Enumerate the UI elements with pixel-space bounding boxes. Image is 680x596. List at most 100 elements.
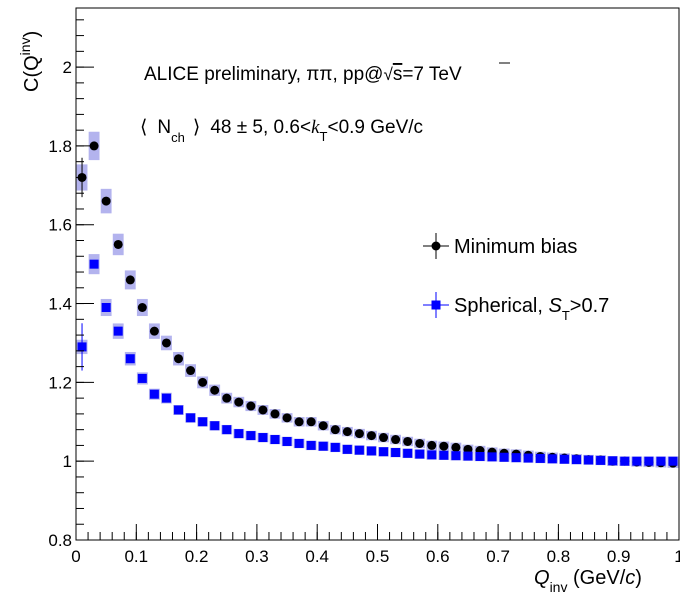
point-min-bias [137,302,147,312]
point-min-bias [354,429,364,439]
point-spherical [174,405,184,415]
data-points [77,141,678,468]
y-tick-label: 1 [63,452,72,471]
point-spherical [487,452,497,462]
point-spherical [644,456,654,466]
x-tick-label: 0.4 [305,547,329,566]
x-tick-label: 0.8 [547,547,571,566]
point-min-bias [427,440,437,450]
legend-marker-min-bias [423,233,449,259]
point-min-bias [113,239,123,249]
point-spherical [342,444,352,454]
point-min-bias [234,397,244,407]
x-tick-label: 0.5 [366,547,390,566]
y-tick-label: 1.8 [48,137,72,156]
point-min-bias [415,438,425,448]
x-tick-label: 0.3 [245,547,269,566]
point-min-bias [366,431,376,441]
point-spherical [222,425,232,435]
point-spherical [306,440,316,450]
x-tick-label: 0 [71,547,80,566]
point-min-bias [282,413,292,423]
point-spherical [511,453,521,463]
point-spherical [427,450,437,460]
point-spherical [246,431,256,441]
point-spherical [234,429,244,439]
point-spherical [354,445,364,455]
point-spherical [113,326,123,336]
point-spherical [596,455,606,465]
y-tick-label: 1.2 [48,373,72,392]
point-spherical [137,373,147,383]
point-spherical [282,436,292,446]
point-spherical [451,451,461,461]
annotation-line1: ALICE preliminary, ππ, pp@√s=7 TeV [144,64,462,85]
point-spherical [318,441,328,451]
point-spherical [463,451,473,461]
point-spherical [149,389,159,399]
point-min-bias [391,435,401,445]
point-spherical [475,451,485,461]
annotation-line2: ⟨ Nch ⟩ 48 ± 5, 0.6<kT<0.9 GeV/c [140,117,423,145]
x-tick-label: 0.7 [486,547,510,566]
point-min-bias [270,409,280,419]
point-spherical [523,453,533,463]
point-min-bias [210,385,220,395]
y-tick-label: 0.8 [48,531,72,550]
point-spherical [547,454,557,464]
y-tick-label: 1.4 [48,295,72,314]
point-min-bias [379,433,389,443]
point-min-bias [89,141,99,151]
point-spherical [571,455,581,465]
point-min-bias [330,425,340,435]
point-spherical [656,456,666,466]
point-min-bias [125,275,135,285]
point-spherical [89,259,99,269]
point-spherical [210,421,220,431]
point-min-bias [451,442,461,452]
legend-label-min-bias: Minimum bias [454,236,577,258]
point-spherical [186,413,196,423]
point-spherical [77,342,87,352]
point-spherical [584,455,594,465]
point-min-bias [246,401,256,411]
point-min-bias [198,377,208,387]
point-spherical [270,435,280,445]
point-spherical [125,354,135,364]
point-min-bias [342,427,352,437]
point-min-bias [101,196,111,206]
point-spherical [101,302,111,312]
point-spherical [198,417,208,427]
point-spherical [403,448,413,458]
y-tick-label: 2 [63,58,72,77]
x-tick-label: 0.6 [426,547,450,566]
point-spherical [668,456,678,466]
legend-label-spherical: Spherical, ST>0.7 [454,295,609,323]
legend-marker-spherical [423,292,449,318]
x-tick-label: 1 [674,547,680,566]
point-min-bias [294,417,304,427]
point-min-bias [186,366,196,376]
point-spherical [161,393,171,403]
x-axis-title: Qinv (GeV/c) [534,567,642,595]
point-spherical [559,454,569,464]
point-spherical [620,456,630,466]
point-spherical [439,450,449,460]
point-spherical [499,452,509,462]
point-min-bias [318,421,328,431]
point-min-bias [222,393,232,403]
point-min-bias [403,436,413,446]
point-spherical [366,446,376,456]
point-spherical [379,447,389,457]
point-spherical [391,448,401,458]
point-spherical [415,449,425,459]
x-tick-label: 0.9 [607,547,631,566]
point-min-bias [306,417,316,427]
point-min-bias [161,338,171,348]
y-tick-label: 1.6 [48,216,72,235]
point-min-bias [174,354,184,364]
point-spherical [535,453,545,463]
y-axis-title: C(Qinv) [17,31,43,92]
point-spherical [330,442,340,452]
